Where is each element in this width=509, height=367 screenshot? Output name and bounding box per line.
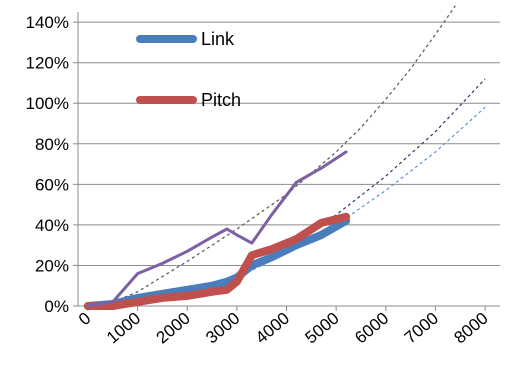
trendline-1 <box>107 5 456 305</box>
x-tick-label: 4000 <box>252 309 293 348</box>
series-line-pitch <box>83 212 351 310</box>
x-tick-label: 0 <box>75 309 94 330</box>
x-tick-label: 6000 <box>351 309 392 348</box>
x-tick-label: 1000 <box>103 309 144 348</box>
trendlines <box>107 5 486 305</box>
x-tick-label: 3000 <box>202 309 243 348</box>
gridlines <box>78 21 500 266</box>
y-tick-label: 60% <box>35 175 69 194</box>
y-tick-label: 0% <box>44 297 69 316</box>
series-line-unnamed-3 <box>86 150 348 308</box>
trendline-2 <box>107 78 486 305</box>
y-tick-label: 20% <box>35 256 69 275</box>
y-tick-label: 40% <box>35 216 69 235</box>
x-tick-label: 7000 <box>401 309 442 348</box>
y-tick-label: 120% <box>26 54 69 73</box>
y-tick-label: 80% <box>35 135 69 154</box>
axes <box>73 12 500 311</box>
legend: Link Pitch <box>136 29 241 110</box>
x-tick-label: 5000 <box>302 309 343 348</box>
y-tick-label: 140% <box>26 13 69 32</box>
y-tick-label: 100% <box>26 94 69 113</box>
legend-label-pitch: Pitch <box>201 90 241 110</box>
legend-label-link: Link <box>201 29 235 49</box>
x-tick-label: 2000 <box>153 309 194 348</box>
x-tick-label: 8000 <box>450 309 491 348</box>
trendline-3 <box>107 106 486 305</box>
series-lines <box>83 150 351 310</box>
tick-labels: 0% 20% 40% 60% 80% 100% 120% 140% 0 1000 2000 3000 4… <box>26 13 492 347</box>
